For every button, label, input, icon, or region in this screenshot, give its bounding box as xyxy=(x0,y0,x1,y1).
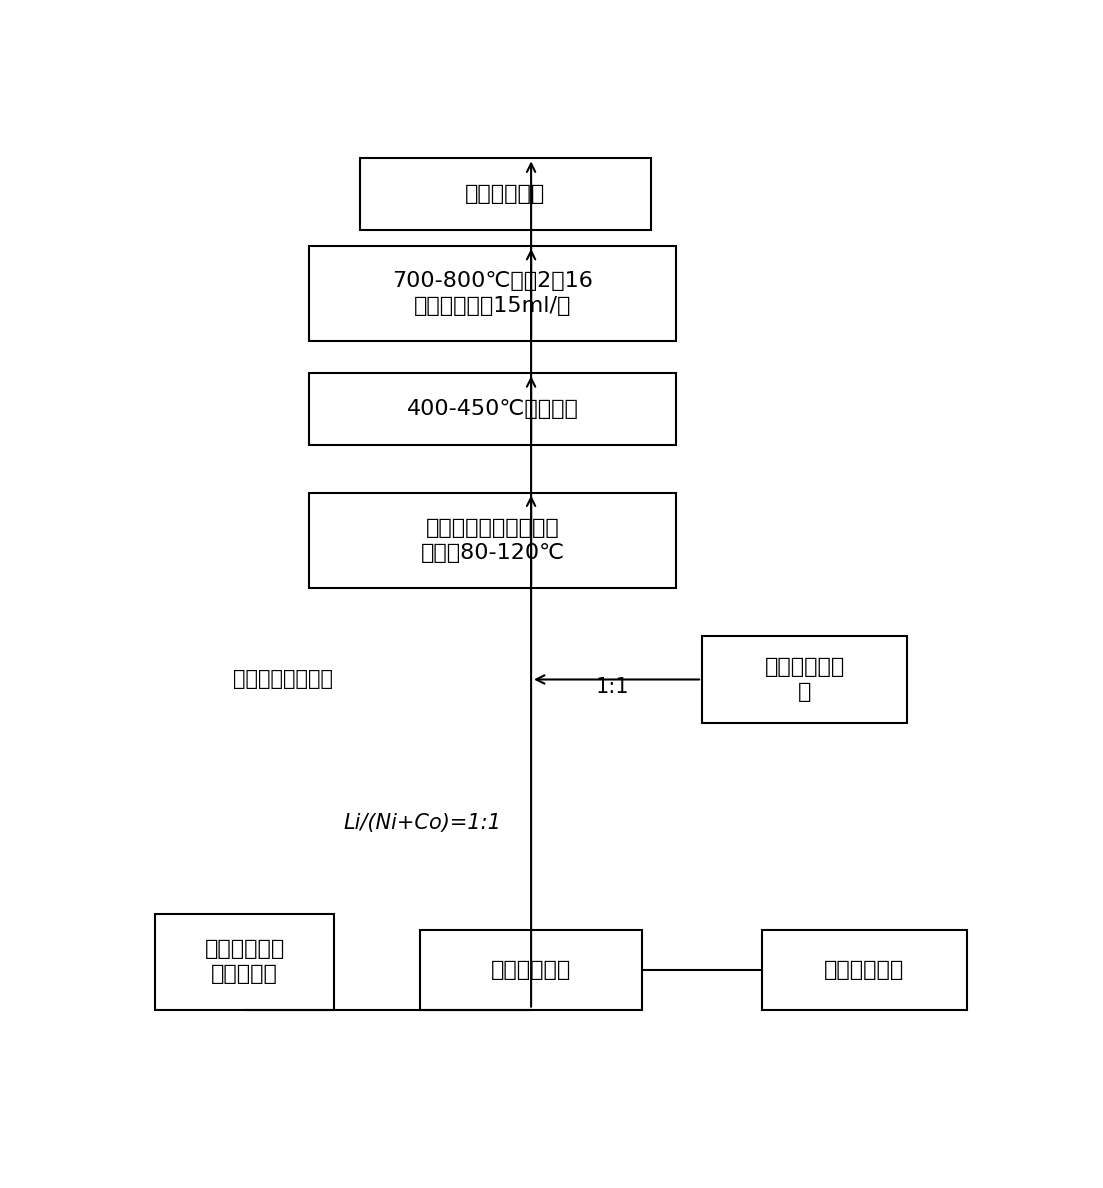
Bar xyxy=(703,636,908,723)
Bar xyxy=(309,493,676,588)
Bar xyxy=(420,930,642,1010)
Text: Li/(Ni+Co)=1:1: Li/(Ni+Co)=1:1 xyxy=(343,813,501,833)
Text: 醋酸钴水溶液: 醋酸钴水溶液 xyxy=(824,960,904,980)
Text: 700-800℃烧结2－16
小时，氧气流15ml/分: 700-800℃烧结2－16 小时，氧气流15ml/分 xyxy=(393,271,593,316)
Text: 氢氧化锂或醋
酸锂水溶液: 氢氧化锂或醋 酸锂水溶液 xyxy=(204,940,285,985)
Text: 蒸发、浓缩、凝胶化至
干燥，80-120℃: 蒸发、浓缩、凝胶化至 干燥，80-120℃ xyxy=(420,518,565,563)
Text: 柠檬酸乙醇溶
液: 柠檬酸乙醇溶 液 xyxy=(764,657,845,702)
Bar xyxy=(762,930,967,1010)
Text: 混合、搅拌、室温: 混合、搅拌、室温 xyxy=(233,670,333,689)
Text: 1:1: 1:1 xyxy=(596,677,629,697)
Bar xyxy=(360,158,651,230)
Text: 镍钴酸锂粉末: 镍钴酸锂粉末 xyxy=(465,184,546,204)
Text: 醋酸镍水溶液: 醋酸镍水溶液 xyxy=(491,960,571,980)
Text: 400-450℃，热分解: 400-450℃，热分解 xyxy=(407,399,579,419)
Bar xyxy=(309,373,676,444)
Bar xyxy=(154,914,334,1010)
Bar xyxy=(309,246,676,341)
